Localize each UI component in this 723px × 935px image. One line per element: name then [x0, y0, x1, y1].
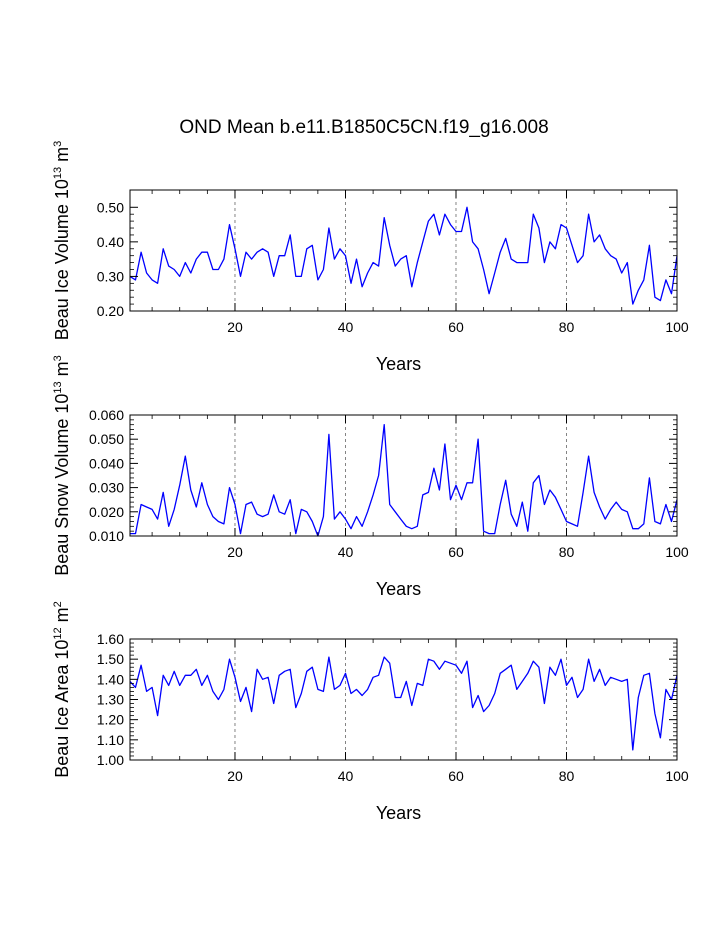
ytick-label: 1.40 [97, 671, 124, 687]
xtick-label: 40 [338, 544, 354, 560]
xtick-label: 20 [227, 319, 243, 335]
ytick-label: 1.60 [97, 631, 124, 647]
x-axis-label: Years [376, 803, 421, 823]
xtick-label: 60 [448, 319, 464, 335]
panel-3: 1.00 1.10 1.20 1.30 1.40 1.50 1.60 20 40 60 80 100 Y… [52, 601, 689, 823]
plot-frame [129, 638, 678, 761]
series-line [129, 656, 678, 751]
ytick-label: 0.40 [97, 234, 124, 250]
xtick-label: 80 [559, 319, 575, 335]
plot-frame [129, 414, 678, 537]
xtick-label: 100 [665, 544, 689, 560]
y-axis-label: Beau Ice Volume 1013 m3 [52, 141, 72, 341]
xtick-label: 100 [665, 768, 689, 784]
ytick-label: 0.020 [89, 504, 124, 520]
xtick-label: 20 [227, 544, 243, 560]
ytick-label: 0.050 [89, 431, 124, 447]
y-axis-label: Beau Ice Area 1012 m2 [52, 601, 72, 777]
ytick-label: 0.50 [97, 199, 124, 215]
series-line [129, 206, 678, 305]
xtick-label: 60 [448, 544, 464, 560]
xtick-label: 100 [665, 319, 689, 335]
series-line [130, 424, 678, 537]
xtick-label: 60 [448, 768, 464, 784]
xtick-label: 80 [559, 544, 575, 560]
x-axis-label: Years [376, 354, 421, 374]
ytick-label: 1.00 [97, 752, 124, 768]
ytick-label: 1.10 [97, 732, 124, 748]
x-axis-label: Years [376, 579, 421, 599]
ytick-label: 0.30 [97, 268, 124, 284]
ytick-label: 0.010 [89, 528, 124, 544]
ytick-label: 1.20 [97, 712, 124, 728]
ytick-label: 1.30 [97, 692, 124, 708]
ytick-label: 0.040 [89, 455, 124, 471]
xtick-label: 20 [227, 768, 243, 784]
panel-2: 0.010 0.020 0.030 0.040 0.050 0.060 20 40 60 80 10… [52, 355, 689, 599]
y-axis-label: Beau Snow Volume 1013 m3 [52, 355, 72, 576]
xtick-label: 40 [338, 768, 354, 784]
chart-title: OND Mean b.e11.B1850C5CN.f19_g16.008 [179, 117, 548, 138]
ytick-label: 0.20 [97, 303, 124, 319]
ytick-label: 1.50 [97, 651, 124, 667]
xtick-label: 80 [559, 768, 575, 784]
plot-frame [129, 189, 678, 312]
xtick-label: 40 [338, 319, 354, 335]
panel-1: 0.20 0.30 0.40 0.50 20 40 60 80 100 Years Beau Ice… [52, 141, 689, 374]
ytick-label: 0.060 [89, 407, 124, 423]
ytick-label: 0.030 [89, 480, 124, 496]
